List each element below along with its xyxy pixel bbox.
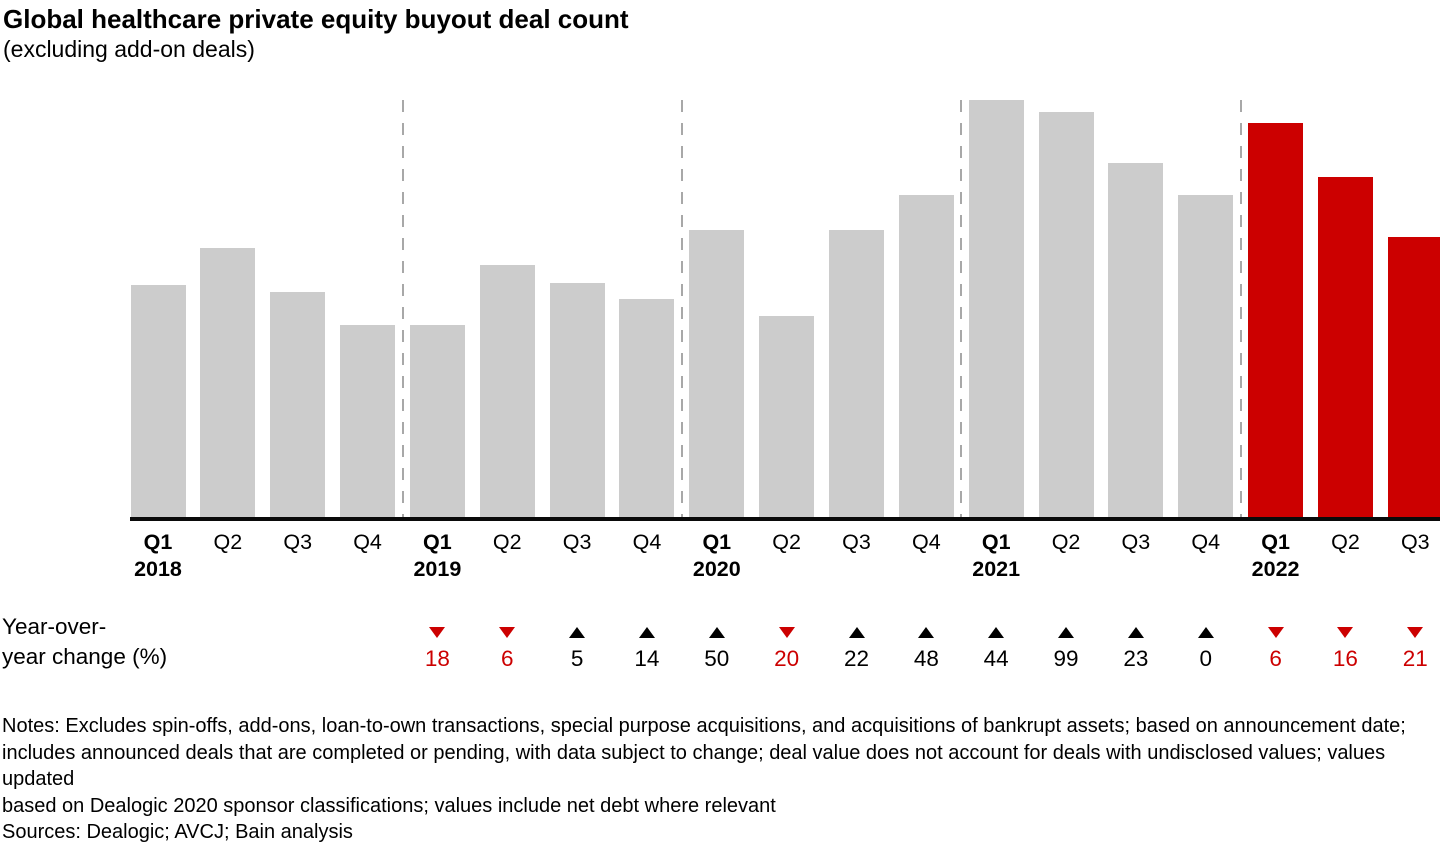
yoy-triangle-down-icon-q1-2019 bbox=[429, 627, 446, 638]
x-label-q4-2019: Q4 bbox=[632, 530, 662, 554]
x-label-q3-2020: Q3 bbox=[842, 530, 871, 554]
bar-q4-2019 bbox=[619, 299, 675, 517]
bar-q2-2021 bbox=[1038, 112, 1094, 517]
yoy-value-q2-2021: 99 bbox=[1053, 646, 1079, 671]
yoy-value-q1-2019: 18 bbox=[424, 646, 450, 671]
bar-q3-2020 bbox=[829, 230, 884, 517]
year-separator-line-q1-2022 bbox=[1239, 100, 1242, 517]
chart-title: Global healthcare private equity buyout … bbox=[3, 4, 629, 34]
year-label-2020: 2020 bbox=[692, 557, 741, 581]
bar-q3-2018 bbox=[270, 292, 326, 517]
bar-q2-2020 bbox=[759, 316, 815, 517]
bar-q1-2018 bbox=[130, 285, 186, 517]
year-separator-line-q1-2020 bbox=[680, 100, 683, 517]
notes: Notes: Excludes spin-offs, add-ons, loan… bbox=[2, 713, 1440, 846]
yoy-triangle-down-icon-q2-2020 bbox=[778, 627, 795, 638]
bar-q3-2021 bbox=[1108, 163, 1164, 517]
yoy-triangle-up-icon-q1-2020 bbox=[708, 627, 725, 638]
yoy-triangle-up-icon-q3-2021 bbox=[1127, 627, 1144, 638]
bar-q4-2020 bbox=[898, 195, 954, 517]
yoy-value-q1-2020: 50 bbox=[704, 646, 730, 671]
yoy-value-q3-2019: 5 bbox=[570, 646, 584, 671]
yoy-triangle-down-icon-q3-2022 bbox=[1407, 627, 1424, 638]
notes-line-2: includes announced deals that are comple… bbox=[2, 741, 1386, 791]
yoy-value-q4-2019: 14 bbox=[634, 646, 660, 671]
yoy-value-q3-2021: 23 bbox=[1123, 646, 1149, 671]
yoy-triangle-up-icon-q4-2020 bbox=[918, 627, 935, 638]
year-label-2018: 2018 bbox=[134, 557, 182, 581]
bar-q1-2022 bbox=[1248, 123, 1304, 517]
bar-q2-2019 bbox=[479, 265, 535, 517]
sources-line: Sources: Dealogic; AVCJ; Bain analysis bbox=[2, 821, 353, 843]
yoy-value-q2-2022: 16 bbox=[1332, 646, 1358, 671]
x-label-q2-2018: Q2 bbox=[213, 530, 243, 554]
yoy-row-label: Year-over- year change (%) bbox=[2, 612, 167, 672]
yoy-value-q1-2021: 44 bbox=[983, 646, 1009, 671]
x-label-q2-2020: Q2 bbox=[772, 530, 801, 554]
bar-q4-2018 bbox=[340, 325, 396, 517]
year-label-2022: 2022 bbox=[1251, 557, 1300, 581]
bar-q3-2019 bbox=[549, 283, 605, 517]
bar-q1-2021 bbox=[968, 100, 1024, 517]
yoy-triangle-up-icon-q4-2021 bbox=[1197, 627, 1214, 638]
yoy-value-q2-2019: 6 bbox=[500, 646, 514, 671]
bar-q2-2018 bbox=[200, 248, 256, 517]
x-label-q2-2021: Q2 bbox=[1051, 530, 1081, 554]
bar-q4-2021 bbox=[1178, 195, 1234, 517]
x-label-q3-2022: Q3 bbox=[1400, 530, 1430, 554]
page: { "header": { "title": "Global healthcar… bbox=[2, 4, 1440, 843]
bar-q3-2022 bbox=[1387, 237, 1440, 517]
yoy-value-q4-2021: 0 bbox=[1199, 646, 1212, 671]
x-label-q3-2021: Q3 bbox=[1121, 530, 1151, 554]
yoy-triangle-up-icon-q4-2019 bbox=[638, 627, 655, 638]
yoy-row-label-line1: Year-over- bbox=[2, 614, 107, 639]
year-separator-line-q1-2019 bbox=[401, 100, 404, 517]
x-label-q1-2021: Q1 bbox=[981, 530, 1011, 554]
yoy-triangle-up-icon-q1-2021 bbox=[988, 627, 1005, 638]
x-label-q4-2018: Q4 bbox=[353, 530, 382, 554]
year-label-2021: 2021 bbox=[972, 557, 1021, 581]
yoy-value-q2-2020: 20 bbox=[774, 646, 800, 671]
bar-q2-2022 bbox=[1317, 177, 1373, 517]
year-label-2019: 2019 bbox=[413, 557, 462, 581]
yoy-triangle-down-icon-q2-2022 bbox=[1337, 627, 1354, 638]
chart-subtitle: (excluding add-on deals) bbox=[3, 36, 255, 62]
notes-line-3: based on Dealogic 2020 sponsor classific… bbox=[2, 794, 776, 817]
x-label-q1-2020: Q1 bbox=[702, 530, 732, 554]
x-label-q3-2019: Q3 bbox=[562, 530, 592, 554]
yoy-value-q1-2022: 6 bbox=[1269, 646, 1282, 671]
yoy-value-q3-2020: 22 bbox=[843, 646, 870, 671]
bar-q1-2019 bbox=[409, 325, 465, 517]
notes-line-1: Notes: Excludes spin-offs, add-ons, loan… bbox=[2, 715, 1406, 737]
x-label-q1-2019: Q1 bbox=[423, 530, 452, 554]
yoy-value-q4-2020: 48 bbox=[913, 646, 939, 671]
yoy-triangle-down-icon-q1-2022 bbox=[1267, 627, 1284, 638]
yoy-row-label-line2: year change (%) bbox=[2, 644, 168, 669]
x-label-q3-2018: Q3 bbox=[283, 530, 313, 554]
x-axis-line bbox=[130, 517, 1440, 521]
x-label-q1-2018: Q1 bbox=[143, 530, 173, 554]
x-label-q2-2019: Q2 bbox=[492, 530, 522, 554]
x-label-q4-2021: Q4 bbox=[1191, 530, 1221, 554]
yoy-triangle-up-icon-q2-2021 bbox=[1058, 627, 1075, 638]
bar-chart: Q1 2018 Q2 Q3 Q4 Q1 2019 Q2 Q3 Q4 Q1 2020 Q2 Q3 Q4 Q1 20… bbox=[130, 100, 1440, 671]
yoy-triangle-up-icon-q3-2019 bbox=[569, 627, 586, 638]
yoy-value-q3-2022: 21 bbox=[1402, 646, 1428, 671]
x-label-q2-2022: Q2 bbox=[1331, 530, 1360, 554]
x-label-q1-2022: Q1 bbox=[1261, 530, 1290, 554]
year-separator-line-q1-2021 bbox=[960, 100, 963, 517]
yoy-triangle-down-icon-q2-2019 bbox=[499, 627, 516, 638]
x-label-q4-2020: Q4 bbox=[912, 530, 941, 554]
bar-q1-2020 bbox=[689, 230, 745, 517]
yoy-triangle-up-icon-q3-2020 bbox=[848, 627, 865, 638]
